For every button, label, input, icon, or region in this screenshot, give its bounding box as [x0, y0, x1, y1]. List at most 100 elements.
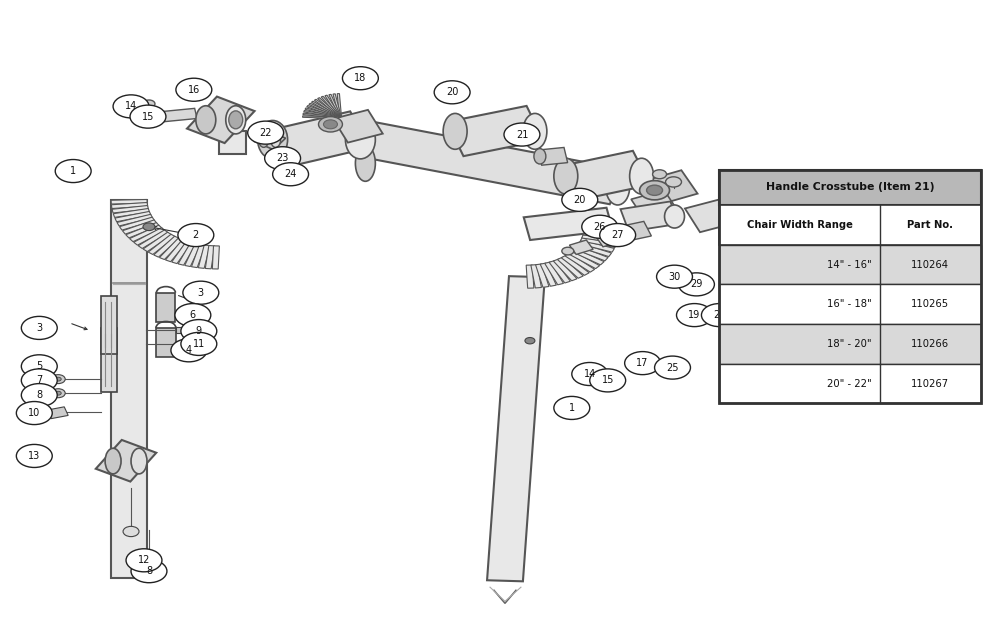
Circle shape — [21, 369, 57, 392]
Polygon shape — [620, 201, 679, 231]
Polygon shape — [579, 240, 614, 252]
Polygon shape — [111, 203, 148, 208]
Circle shape — [666, 177, 681, 187]
Circle shape — [143, 100, 155, 107]
Polygon shape — [143, 232, 172, 251]
Ellipse shape — [345, 120, 375, 159]
Circle shape — [126, 548, 162, 572]
Polygon shape — [357, 122, 626, 204]
Circle shape — [51, 375, 65, 384]
Text: 26: 26 — [594, 222, 606, 231]
Text: 110267: 110267 — [911, 379, 949, 388]
Polygon shape — [571, 248, 604, 265]
Ellipse shape — [258, 120, 288, 159]
Text: 16" - 18": 16" - 18" — [827, 299, 872, 309]
Circle shape — [504, 123, 540, 146]
Polygon shape — [191, 244, 205, 267]
Circle shape — [625, 352, 661, 375]
Polygon shape — [536, 264, 549, 287]
Text: 7: 7 — [36, 376, 42, 385]
Polygon shape — [538, 147, 568, 165]
Text: 110264: 110264 — [911, 260, 949, 269]
Polygon shape — [303, 116, 339, 118]
Polygon shape — [309, 104, 339, 118]
Polygon shape — [557, 151, 650, 201]
Polygon shape — [569, 240, 593, 255]
Circle shape — [181, 320, 217, 343]
Polygon shape — [156, 328, 176, 357]
Polygon shape — [115, 212, 151, 222]
Text: 11: 11 — [193, 339, 205, 349]
Text: 14: 14 — [125, 102, 137, 111]
FancyBboxPatch shape — [719, 170, 981, 205]
Polygon shape — [447, 106, 543, 156]
Ellipse shape — [229, 111, 243, 129]
Text: 15: 15 — [142, 112, 154, 122]
Text: 24: 24 — [284, 169, 297, 179]
Circle shape — [265, 147, 301, 170]
Circle shape — [562, 248, 574, 255]
Circle shape — [640, 181, 670, 200]
Text: 9: 9 — [196, 326, 202, 336]
Polygon shape — [596, 232, 621, 247]
Circle shape — [323, 120, 337, 129]
Text: Chair Width Range: Chair Width Range — [747, 220, 853, 230]
Text: 8: 8 — [146, 566, 152, 576]
Polygon shape — [159, 238, 183, 260]
Text: 18" - 20": 18" - 20" — [827, 339, 872, 349]
Ellipse shape — [523, 113, 547, 149]
Circle shape — [143, 223, 155, 231]
Circle shape — [55, 392, 61, 395]
Polygon shape — [333, 110, 383, 143]
Polygon shape — [307, 105, 339, 118]
Text: 2: 2 — [193, 230, 199, 240]
Ellipse shape — [665, 205, 684, 228]
Polygon shape — [545, 262, 563, 285]
Polygon shape — [568, 251, 600, 269]
Polygon shape — [333, 94, 341, 117]
Text: Part No.: Part No. — [907, 220, 953, 230]
Polygon shape — [219, 131, 246, 154]
Circle shape — [600, 224, 636, 247]
Ellipse shape — [534, 149, 546, 164]
Polygon shape — [112, 206, 148, 213]
Polygon shape — [636, 170, 698, 206]
Circle shape — [582, 215, 618, 239]
Text: 12: 12 — [138, 556, 150, 565]
Circle shape — [572, 363, 608, 386]
FancyBboxPatch shape — [719, 284, 981, 324]
Polygon shape — [113, 208, 150, 217]
Polygon shape — [162, 109, 197, 122]
Text: 14" - 16": 14" - 16" — [827, 260, 872, 269]
Circle shape — [16, 444, 52, 467]
Polygon shape — [185, 244, 201, 267]
Text: 3: 3 — [198, 287, 204, 298]
Text: 14: 14 — [584, 369, 596, 379]
Circle shape — [319, 116, 342, 132]
Circle shape — [590, 369, 626, 392]
Text: 19: 19 — [688, 310, 701, 320]
Polygon shape — [111, 199, 147, 204]
Polygon shape — [47, 407, 68, 419]
Polygon shape — [205, 246, 215, 269]
Ellipse shape — [355, 145, 375, 181]
Polygon shape — [148, 234, 176, 255]
Polygon shape — [304, 111, 339, 118]
FancyBboxPatch shape — [719, 324, 981, 364]
Circle shape — [653, 170, 667, 179]
Polygon shape — [254, 130, 286, 150]
Circle shape — [51, 389, 65, 397]
Polygon shape — [337, 94, 341, 116]
Polygon shape — [176, 327, 191, 333]
Polygon shape — [321, 96, 340, 117]
Polygon shape — [176, 341, 191, 347]
Ellipse shape — [606, 169, 630, 205]
Ellipse shape — [259, 132, 269, 147]
Text: 1: 1 — [70, 166, 76, 176]
Polygon shape — [165, 240, 188, 262]
Polygon shape — [540, 263, 556, 286]
Text: 20: 20 — [446, 87, 458, 97]
Polygon shape — [305, 108, 339, 118]
Text: 5: 5 — [36, 361, 42, 371]
Ellipse shape — [630, 158, 654, 194]
